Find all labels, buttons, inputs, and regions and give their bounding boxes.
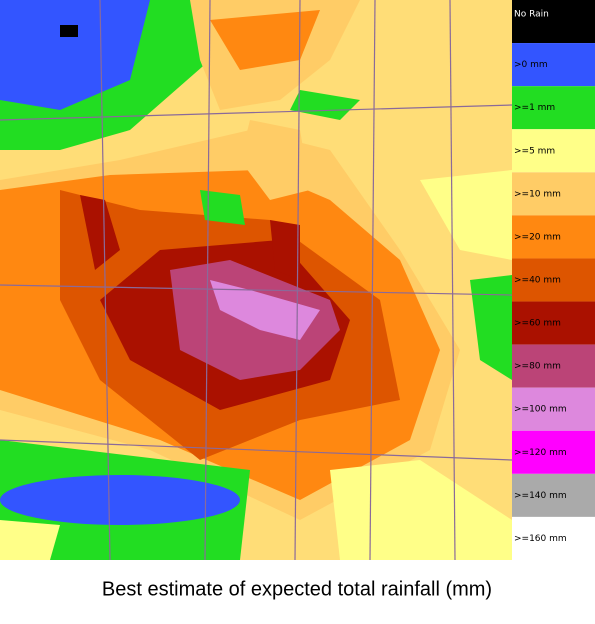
legend-swatch [512,0,595,44]
legend-swatch [512,129,595,173]
legend-swatch [512,43,595,87]
legend-label: >=80 mm [514,362,561,372]
legend-swatch [512,516,595,560]
legend-swatch [512,215,595,259]
legend-swatch [512,301,595,345]
legend-label: No Rain [514,10,549,20]
legend-label: >=60 mm [514,319,561,329]
legend-swatch [512,473,595,517]
legend-label: >=1 mm [514,103,555,113]
legend-swatch [512,430,595,474]
legend-label: >=100 mm [514,405,567,415]
legend-label: >0 mm [514,60,548,70]
legend-swatch [512,344,595,388]
legend-label: >=40 mm [514,276,561,286]
legend-label: >=20 mm [514,232,561,242]
legend-swatch [512,387,595,431]
legend-label: >=5 mm [514,146,555,156]
legend-swatch [512,86,595,130]
legend-label: >=120 mm [514,448,567,458]
legend-label: >=160 mm [514,534,567,544]
legend: No Rain >0 mm >=1 mm >=5 mm >=10 mm >=20 mm >=… [512,0,595,560]
rainfall-map [0,0,513,561]
legend-label: >=10 mm [514,189,561,199]
legend-swatch [512,258,595,302]
caption: Best estimate of expected total rainfall… [102,578,492,600]
legend-swatch [512,172,595,216]
legend-label: >=140 mm [514,491,567,501]
